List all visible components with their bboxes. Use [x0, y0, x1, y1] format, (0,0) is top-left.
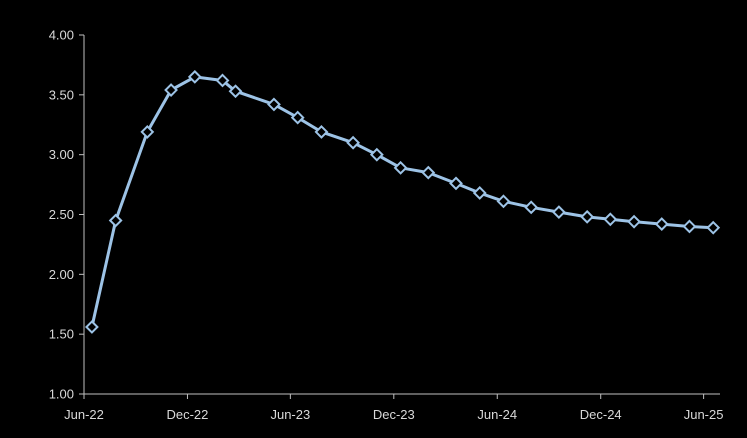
- y-tick-label: 2.00: [49, 267, 74, 282]
- data-point-marker: [524, 200, 539, 215]
- x-tick-label: Dec-23: [373, 407, 415, 422]
- x-axis: Jun-22 Dec-22 Jun-23 Dec-23 Jun-24 Dec-24 Jun-…: [64, 393, 724, 422]
- data-point-marker: [290, 110, 305, 125]
- y-tick-label: 1.00: [49, 387, 74, 402]
- data-point-marker: [449, 176, 463, 191]
- x-tick-label: Jun-23: [270, 407, 310, 422]
- y-tick-label: 2.50: [49, 207, 74, 222]
- data-point-marker: [267, 97, 281, 112]
- x-tick-label: Jun-25: [684, 407, 724, 422]
- y-tick-label: 3.50: [49, 87, 74, 102]
- data-point-marker: [140, 125, 155, 139]
- y-tick-label: 1.50: [49, 327, 74, 342]
- y-tick-label: 4.00: [49, 28, 74, 43]
- y-axis: 1.00 1.50 2.00 2.50 3.00 3.50 4.00: [49, 28, 85, 402]
- data-point-marker: [369, 147, 384, 162]
- data-point-marker: [682, 219, 697, 234]
- data-point-marker: [85, 320, 99, 334]
- data-point-marker: [346, 135, 361, 150]
- y-tick-label: 3.00: [49, 147, 74, 162]
- data-point-marker: [496, 194, 511, 209]
- data-point-marker: [654, 217, 669, 231]
- x-tick-label: Jun-22: [64, 407, 104, 422]
- data-point-marker: [187, 69, 202, 84]
- x-tick-label: Dec-22: [166, 407, 208, 422]
- data-point-marker: [164, 83, 178, 97]
- data-point-marker: [393, 160, 408, 175]
- data-point-marker: [228, 84, 243, 99]
- data-point-marker: [603, 212, 618, 227]
- data-point-marker: [215, 73, 230, 88]
- data-point-marker: [314, 125, 329, 139]
- data-series: [85, 69, 721, 334]
- data-point-marker: [108, 213, 123, 228]
- x-tick-label: Dec-24: [580, 407, 622, 422]
- data-point-marker: [627, 214, 641, 229]
- x-tick-label: Jun-24: [477, 407, 517, 422]
- data-point-marker: [551, 205, 566, 220]
- data-point-marker: [472, 186, 487, 200]
- data-point-marker: [580, 209, 595, 224]
- data-point-marker: [421, 165, 436, 180]
- data-point-marker: [706, 220, 721, 235]
